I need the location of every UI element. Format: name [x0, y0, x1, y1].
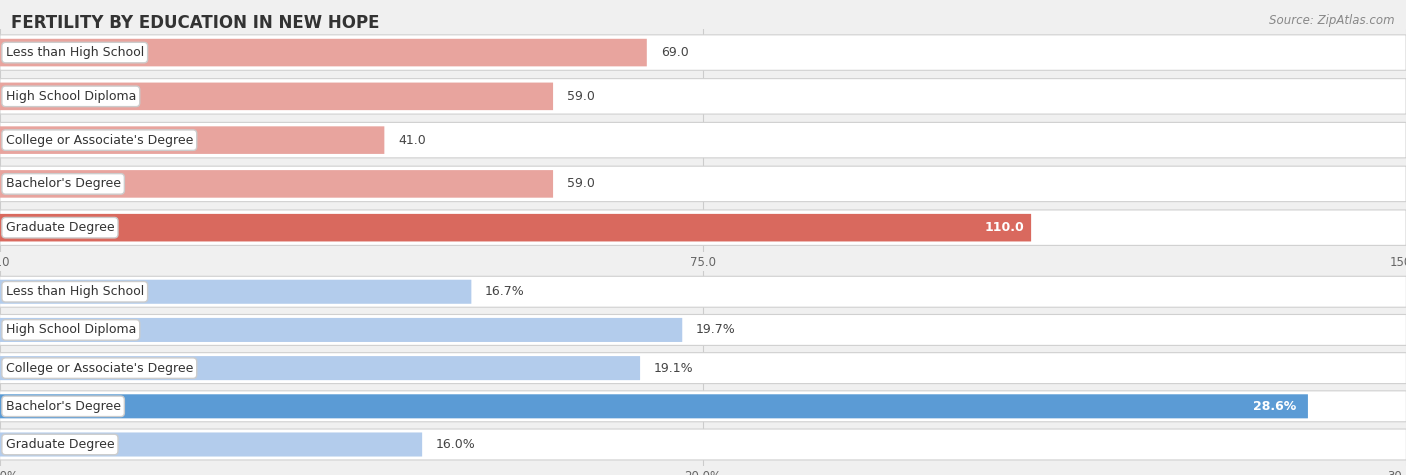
FancyBboxPatch shape	[0, 123, 1406, 158]
FancyBboxPatch shape	[0, 276, 1406, 307]
Text: Graduate Degree: Graduate Degree	[6, 438, 114, 451]
Text: Less than High School: Less than High School	[6, 285, 143, 298]
Text: FERTILITY BY EDUCATION IN NEW HOPE: FERTILITY BY EDUCATION IN NEW HOPE	[11, 14, 380, 32]
Text: Less than High School: Less than High School	[6, 46, 143, 59]
Text: 19.1%: 19.1%	[654, 361, 693, 375]
FancyBboxPatch shape	[0, 318, 682, 342]
Text: Bachelor's Degree: Bachelor's Degree	[6, 400, 121, 413]
FancyBboxPatch shape	[0, 83, 553, 110]
FancyBboxPatch shape	[0, 214, 1031, 241]
FancyBboxPatch shape	[0, 166, 1406, 201]
Text: 16.0%: 16.0%	[436, 438, 475, 451]
FancyBboxPatch shape	[0, 210, 1406, 246]
Text: 28.6%: 28.6%	[1253, 400, 1296, 413]
Text: 16.7%: 16.7%	[485, 285, 524, 298]
FancyBboxPatch shape	[0, 391, 1406, 422]
FancyBboxPatch shape	[0, 35, 1406, 70]
Text: Source: ZipAtlas.com: Source: ZipAtlas.com	[1270, 14, 1395, 27]
Text: High School Diploma: High School Diploma	[6, 90, 136, 103]
FancyBboxPatch shape	[0, 394, 1308, 418]
Text: 69.0: 69.0	[661, 46, 689, 59]
Text: High School Diploma: High School Diploma	[6, 323, 136, 336]
Text: 110.0: 110.0	[984, 221, 1024, 234]
FancyBboxPatch shape	[0, 352, 1406, 384]
FancyBboxPatch shape	[0, 429, 1406, 460]
Text: 41.0: 41.0	[398, 133, 426, 147]
Text: Graduate Degree: Graduate Degree	[6, 221, 114, 234]
FancyBboxPatch shape	[0, 432, 422, 456]
FancyBboxPatch shape	[0, 79, 1406, 114]
Text: Bachelor's Degree: Bachelor's Degree	[6, 177, 121, 190]
FancyBboxPatch shape	[0, 39, 647, 66]
FancyBboxPatch shape	[0, 280, 471, 304]
Text: 59.0: 59.0	[567, 90, 595, 103]
FancyBboxPatch shape	[0, 170, 553, 198]
Text: College or Associate's Degree: College or Associate's Degree	[6, 133, 193, 147]
FancyBboxPatch shape	[0, 126, 384, 154]
FancyBboxPatch shape	[0, 314, 1406, 345]
FancyBboxPatch shape	[0, 356, 640, 380]
Text: 19.7%: 19.7%	[696, 323, 735, 336]
Text: College or Associate's Degree: College or Associate's Degree	[6, 361, 193, 375]
Text: 59.0: 59.0	[567, 177, 595, 190]
